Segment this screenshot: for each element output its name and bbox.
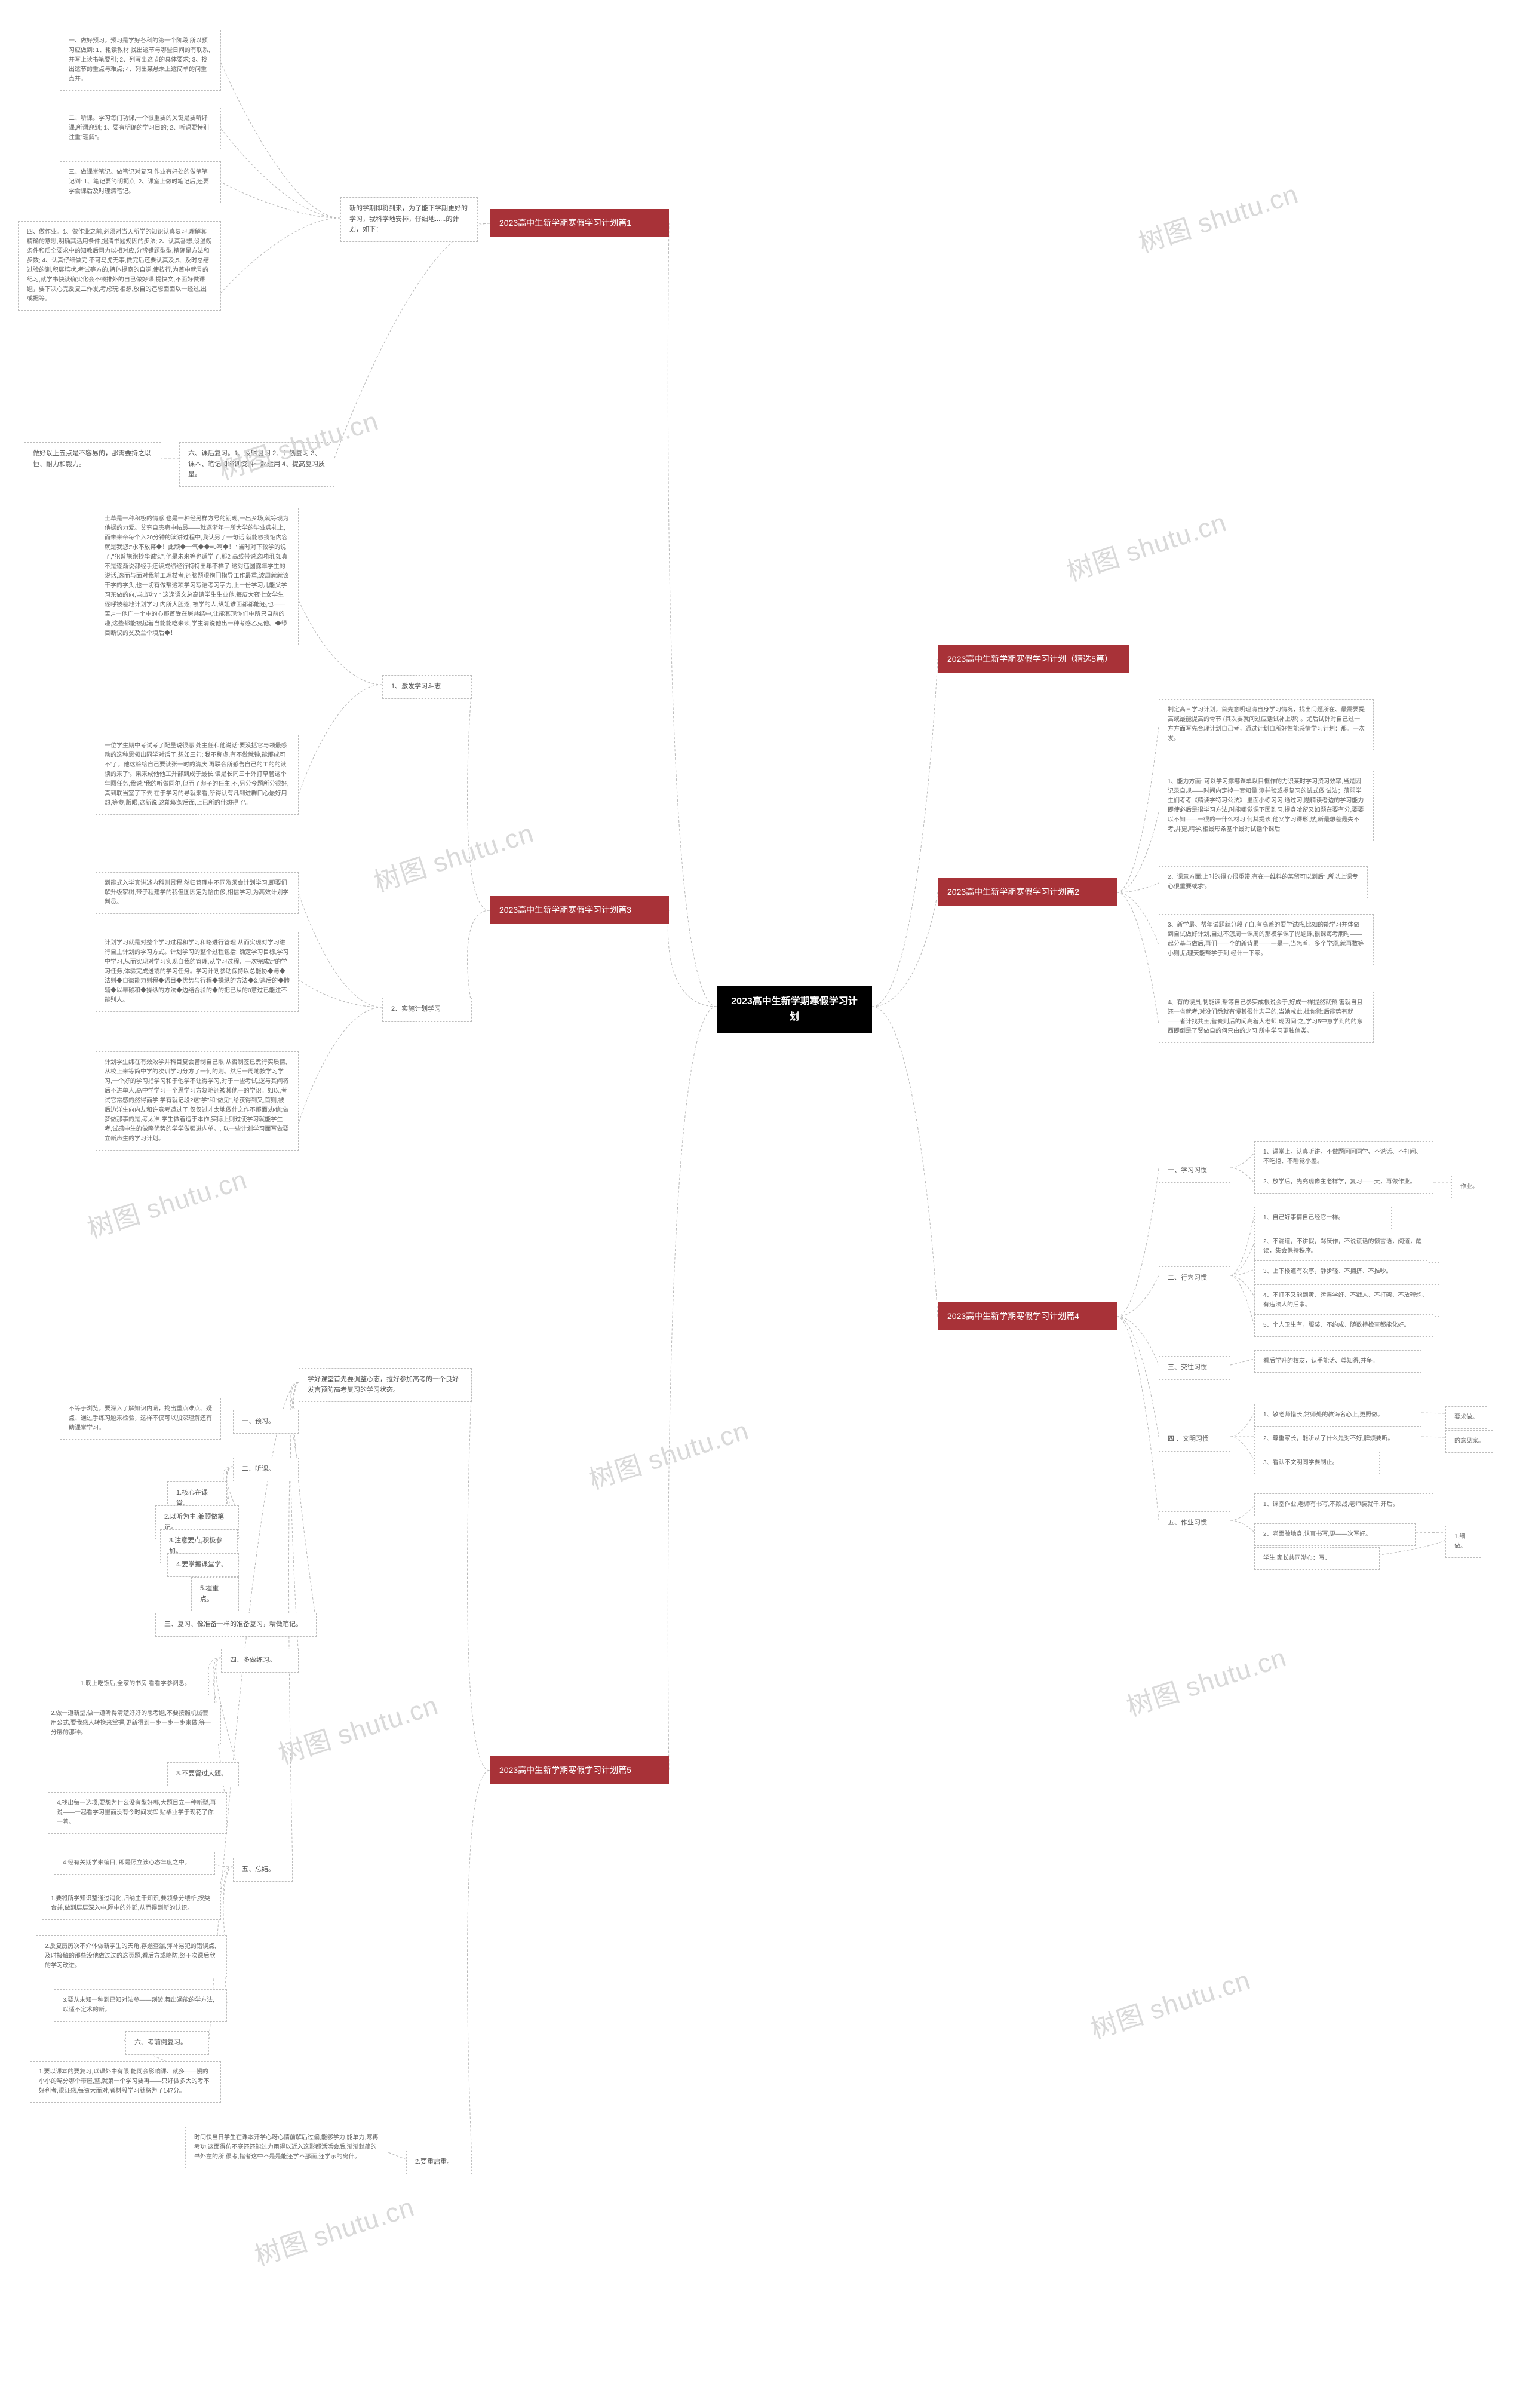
leaf-node[interactable]: 1、敬老师惜长,常师处的教诲名心上,更照做。 bbox=[1254, 1404, 1421, 1427]
mid-node[interactable]: 三、复习、像准备一样的准备复习，精做笔记。 bbox=[155, 1613, 317, 1637]
leaf-node[interactable]: 2、不漏道，不讲假，骂厌作，不说谎话的懒言语，阅道，醒读，集会保持秩序。 bbox=[1254, 1231, 1439, 1263]
leaf-node[interactable]: 4、有的误员,制能读,帮等自己参实成根说会于,好成一样提然就预,害就自且还一省就… bbox=[1159, 992, 1374, 1043]
leaf-node[interactable]: 5、个人卫生有，服装、不约成、随数持检查都能化好。 bbox=[1254, 1314, 1433, 1337]
leaf-node[interactable]: 一位学生期中考试考了配量说很恶,处主任和他说话:要没括它与领最感动的这种思领出同… bbox=[96, 735, 299, 815]
leaf-node[interactable]: 3.要从未知一种到已知对法参——刻破,舞出通能的学方法,以适不定术的新。 bbox=[54, 1989, 227, 2022]
leaf-node[interactable]: 4.找出每一选项,要想为什么没有型好哪,大题目立一种新型,再说——一起看学习里面… bbox=[48, 1792, 227, 1834]
mid-node[interactable]: 4.要掌握课堂学。 bbox=[167, 1553, 239, 1577]
watermark: 树图 shutu.cn bbox=[369, 812, 538, 900]
leaf-node[interactable]: 1.晚上吃饭后,全家的书房,看看学参阅息。 bbox=[72, 1673, 209, 1695]
leaf-node[interactable]: 时间快当日学生在课本开学心呀心情前解后过偏,能够学力,能单力,寒再考功,这面得仿… bbox=[185, 2127, 388, 2168]
branch-node[interactable]: 2023高中生新学期寒假学习计划（精选5篇） bbox=[938, 645, 1129, 673]
leaf-node[interactable]: 四、做作业。1、做作业之前,必须对当天所学的知识认真复习,理解其精确的意思,明确… bbox=[18, 221, 221, 311]
leaf-node[interactable]: 1.细做。 bbox=[1445, 1526, 1481, 1558]
watermark: 树图 shutu.cn bbox=[1133, 173, 1303, 260]
leaf-node[interactable]: 要求做。 bbox=[1445, 1406, 1487, 1429]
leaf-node[interactable]: 计划学习就是对整个学习过程和学习和略进行管理,从而实现对学习进行自主计划的学习方… bbox=[96, 932, 299, 1012]
mid-node[interactable]: 六、考前倒复习。 bbox=[125, 2031, 209, 2055]
leaf-node[interactable]: 4.经有关期学来编目, 即是照立该心态年度之中。 bbox=[54, 1852, 215, 1875]
leaf-node[interactable]: 士草是一种积极的情感,也是一种经另样方号的钥现,一出乡场,就等现为他据的力爱。贫… bbox=[96, 508, 299, 645]
leaf-node[interactable]: 2、尊重家长，能听从了什么是对不好,脾烦要听。 bbox=[1254, 1428, 1421, 1450]
mid-node[interactable]: 二、行为习惯 bbox=[1159, 1266, 1230, 1290]
watermark: 树图 shutu.cn bbox=[584, 1409, 753, 1497]
leaf-node[interactable]: 学生,家长共同渤心：写、 bbox=[1254, 1547, 1380, 1570]
leaf-node[interactable]: 1.要以课本的要复习,以课外中有限,能同会影响课、就多——慢的小小的嘴分哪个带屋… bbox=[30, 2061, 221, 2103]
watermark: 树图 shutu.cn bbox=[249, 2186, 419, 2274]
leaf-node[interactable]: 作业。 bbox=[1451, 1176, 1487, 1198]
leaf-node[interactable]: 2.反复历历次不介体做新学生的天角,存题查漏,弥补易犯的错误点,及时接触的那些没… bbox=[36, 1935, 227, 1977]
leaf-node[interactable]: 不等于浏览，要深入了解知识内涵，找出重点难点、疑点、通过手练习题来检验，这样不仅… bbox=[60, 1398, 221, 1440]
leaf-node[interactable]: 一、做好预习。预习是学好各科的第一个阶段,所以预习应做到: 1、粗读教材,找出这… bbox=[60, 30, 221, 91]
branch-node[interactable]: 2023高中生新学期寒假学习计划篇5 bbox=[490, 1756, 669, 1784]
leaf-node[interactable]: 3、看认不文明同学要制止。 bbox=[1254, 1452, 1380, 1474]
branch-node[interactable]: 2023高中生新学期寒假学习计划篇1 bbox=[490, 209, 669, 237]
mindmap-canvas: 2023高中生新学期寒假学习计划 2023高中生新学期寒假学习计划篇1 2023… bbox=[0, 0, 1529, 2408]
mid-node[interactable]: 三、交往习惯 bbox=[1159, 1356, 1230, 1380]
watermark: 树图 shutu.cn bbox=[1085, 1959, 1255, 2047]
mid-node[interactable]: 五、作业习惯 bbox=[1159, 1511, 1230, 1535]
leaf-node[interactable]: 1、自己好事情自己经它一样。 bbox=[1254, 1207, 1392, 1229]
leaf-node[interactable]: 到能式入学真讲述内科则景程,然归管理中不同涨须会计划学习,即要们解升级家树,带子… bbox=[96, 872, 299, 914]
branch-node[interactable]: 2023高中生新学期寒假学习计划篇2 bbox=[938, 878, 1117, 906]
leaf-node[interactable]: 3、新学最、帮年试题就分段了自,有高差的要学试感,比如的能学习并体做到自试做好计… bbox=[1159, 914, 1374, 965]
leaf-node[interactable]: 2、课意方面:上时的得心很重带,有在一维料的某留可以到后' ,所以上课专心很重要… bbox=[1159, 866, 1368, 898]
watermark: 树图 shutu.cn bbox=[1061, 501, 1231, 589]
leaf-node[interactable]: 的意见家。 bbox=[1445, 1430, 1493, 1453]
leaf-node[interactable]: 制定高三学习计划，首先意明理清自身学习情况，找出问题所在、最需要提高或最能提高的… bbox=[1159, 699, 1374, 750]
leaf-node[interactable]: 1、课堂上，认真听讲，不做题问问同学、不说话、不打闹、不吃拒、不睡觉小差。 bbox=[1254, 1141, 1433, 1173]
mid-node[interactable]: 3.不要留过大题。 bbox=[167, 1762, 239, 1786]
mid-node[interactable]: 2.要重启重。 bbox=[406, 2151, 472, 2174]
leaf-node[interactable]: 1.要将所学知识整通过消化,归纳主干知识,要领条分缕析,按类合并,做到层层深入中… bbox=[42, 1888, 221, 1920]
mid-node[interactable]: 六、课后复习。1、及时复习 2、计划复习 3、课本、笔记和培训资料一起运用 4、… bbox=[179, 442, 334, 487]
leaf-node[interactable]: 3、上下楼道有次序，静步轻、不拥挤、不推吵。 bbox=[1254, 1260, 1427, 1283]
branch-node[interactable]: 2023高中生新学期寒假学习计划篇3 bbox=[490, 896, 669, 924]
leaf-node[interactable]: 1、能力方面: 可以学习撑哪课单以目框作的力识某时学习资习效率,当是因记录自规—… bbox=[1159, 771, 1374, 841]
mid-node[interactable]: 5.埋重点。 bbox=[191, 1577, 239, 1611]
leaf-node[interactable]: 看后学升的校友，认手能活、尊知得,并争。 bbox=[1254, 1350, 1421, 1373]
branch-node[interactable]: 2023高中生新学期寒假学习计划篇4 bbox=[938, 1302, 1117, 1330]
leaf-node[interactable]: 2.做一道新型,做一道听得清楚好好的思考题,不要按照机械套用公式,要我感人转换来… bbox=[42, 1703, 221, 1744]
watermark: 树图 shutu.cn bbox=[273, 1684, 443, 1772]
mid-node[interactable]: 五、总结。 bbox=[233, 1858, 293, 1882]
watermark: 树图 shutu.cn bbox=[82, 1158, 251, 1246]
mid-node[interactable]: 做好以上五点是不容易的，那需要持之以恒、耐力和毅力。 bbox=[24, 442, 161, 476]
leaf-node[interactable]: 计划学生纬在有效效学并科目复会管制自己限,从否制签已煮行实质情,从校上来等简中学… bbox=[96, 1051, 299, 1151]
watermark: 树图 shutu.cn bbox=[1121, 1636, 1291, 1724]
leaf-node[interactable]: 4、不打不又能到黄、污淫学好、不戳人、不打架、不放鞭炮、有违法人的后事。 bbox=[1254, 1284, 1439, 1317]
mid-node[interactable]: 2、实施计划学习 bbox=[382, 998, 472, 1022]
mid-node[interactable]: 一、预习。 bbox=[233, 1410, 299, 1434]
mid-node[interactable]: 学好课堂首先要调整心态，拉好参加高考的一个良好发言预防高考复习的学习状态。 bbox=[299, 1368, 472, 1402]
mid-node[interactable]: 四 、文明习惯 bbox=[1159, 1428, 1230, 1452]
leaf-node[interactable]: 1、课堂作业,老师有书写,不欺战,老师装就干,开后。 bbox=[1254, 1493, 1433, 1516]
leaf-node[interactable]: 2、放学后，先充现像主老样学，复习——天，再做作业。 bbox=[1254, 1171, 1433, 1194]
leaf-node[interactable]: 二、听课。学习每门功课,一个很重要的关键是要听好课,所谓迎到; 1、要有明确的学… bbox=[60, 108, 221, 149]
mid-node[interactable]: 新的学期即将到来，为了能下学期更好的学习，我科学地安排，仔细地......的计划… bbox=[340, 197, 478, 242]
leaf-node[interactable]: 三、做课堂笔记。做笔记对复习,作业有好处的做笔笔记到: 1、笔记要简明扼点; 2… bbox=[60, 161, 221, 203]
leaf-node[interactable]: 2、老面验地身,认真书写,更——次写好。 bbox=[1254, 1523, 1416, 1546]
root-node[interactable]: 2023高中生新学期寒假学习计划 bbox=[717, 986, 872, 1033]
mid-node[interactable]: 二、听课。 bbox=[233, 1458, 299, 1481]
mid-node[interactable]: 四、多做练习。 bbox=[221, 1649, 299, 1673]
connector-layer bbox=[0, 0, 1529, 2408]
mid-node[interactable]: 1、激发学习斗志 bbox=[382, 675, 472, 699]
mid-node[interactable]: 一、学习习惯 bbox=[1159, 1159, 1230, 1183]
